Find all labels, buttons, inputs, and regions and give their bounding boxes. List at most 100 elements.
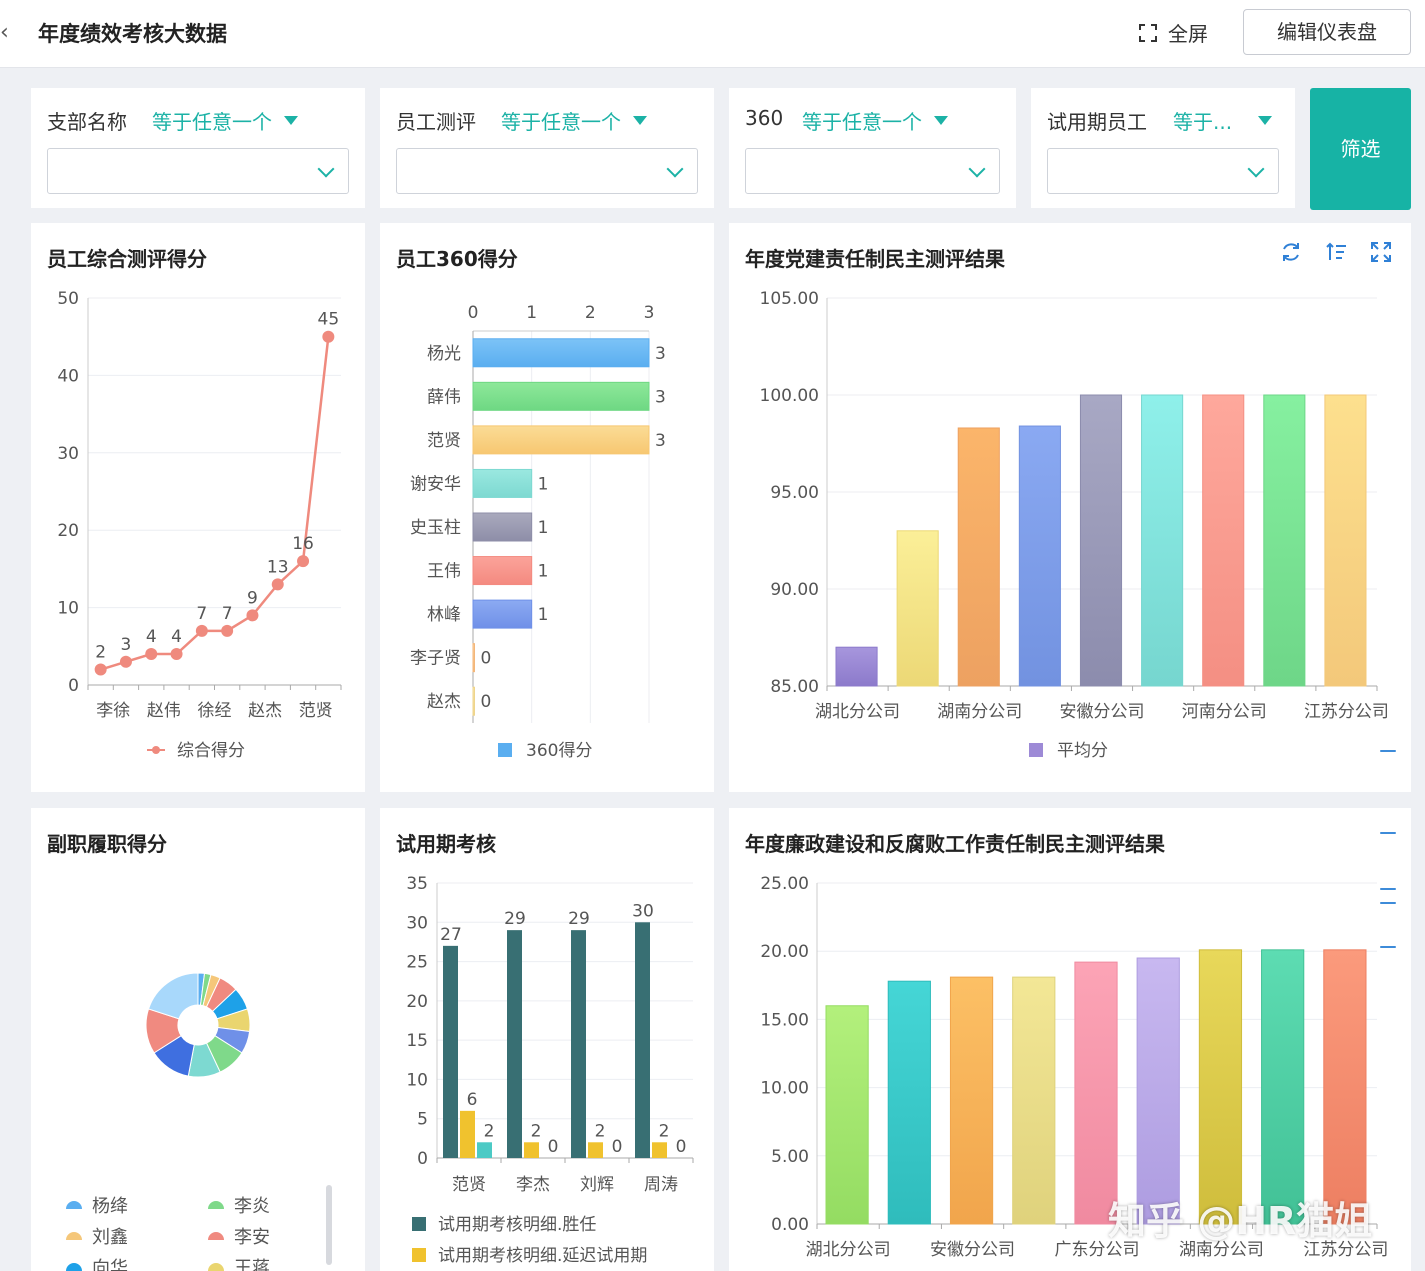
bar — [472, 599, 533, 629]
legend-swatch — [1029, 743, 1043, 757]
panel-title: 试用期考核 — [396, 832, 496, 856]
legend-marker — [152, 746, 160, 754]
x-tick-label: 刘辉 — [580, 1175, 614, 1195]
legend-label: 综合得分 — [177, 741, 245, 761]
legend-scrollbar[interactable] — [326, 1185, 332, 1265]
legend-item[interactable]: 刘鑫 — [66, 1223, 128, 1249]
y-tick-label: 5 — [417, 1110, 428, 1130]
filter-button[interactable]: 筛选 — [1310, 88, 1411, 210]
data-point — [271, 578, 284, 591]
refresh-icon[interactable] — [1279, 240, 1303, 264]
filter-value-select[interactable] — [745, 148, 1000, 194]
data-label: 30 — [632, 901, 654, 921]
data-label: 7 — [222, 604, 233, 624]
donut-slice — [147, 972, 199, 1020]
bar — [460, 1110, 475, 1158]
panel-title: 员工360得分 — [396, 247, 518, 271]
data-label: 29 — [568, 909, 590, 929]
bar — [472, 381, 650, 411]
fullscreen-button[interactable]: 全屏 — [1138, 18, 1208, 47]
y-tick-label: 薛伟 — [427, 387, 461, 407]
bar — [472, 643, 475, 673]
x-tick-label: 0 — [468, 303, 479, 323]
data-label: 3 — [121, 635, 132, 655]
legend-item[interactable]: 李炎 — [208, 1192, 270, 1218]
data-point — [94, 663, 107, 676]
bar — [825, 1005, 869, 1225]
x-tick-label: 湖北分公司 — [806, 1240, 891, 1260]
y-tick-label: 90.00 — [770, 580, 819, 600]
probation-bar-chart: 051015202530352762范贤2920李杰2920刘辉3020周涛试用… — [406, 874, 694, 1266]
caret-down-icon — [284, 116, 298, 125]
panel-title: 员工综合测评得分 — [47, 247, 207, 271]
y-tick-label: 10 — [57, 599, 79, 619]
y-tick-label: 王伟 — [427, 562, 461, 582]
bar — [571, 930, 586, 1158]
y-tick-label: 谢安华 — [410, 474, 461, 494]
y-tick-label: 15 — [406, 1031, 428, 1051]
x-tick-label: 河南分公司 — [1182, 702, 1267, 722]
data-point — [297, 555, 310, 568]
filter-value-select[interactable] — [396, 148, 698, 194]
data-label: 45 — [318, 310, 340, 330]
legend-item[interactable]: 杨绛 — [66, 1192, 128, 1218]
legend-item[interactable]: 李安 — [208, 1223, 270, 1249]
filter-operator-dropdown[interactable]: 等于任意一个 — [802, 106, 948, 135]
filter-value-select[interactable] — [47, 148, 349, 194]
integrity-bar-chart: 0.00 5.00 10.00 15.00 20.00 25.00 湖北分公司 安徽分公司 广东… — [760, 874, 1388, 1260]
chevron-down-icon — [1247, 160, 1265, 178]
data-label: 3 — [655, 387, 666, 407]
edit-dashboard-button[interactable]: 编辑仪表盘 — [1243, 9, 1411, 55]
legend-item[interactable]: 向华 — [66, 1254, 128, 1271]
x-tick-label: 1 — [526, 303, 537, 323]
expand-icon[interactable] — [1369, 240, 1393, 264]
data-label: 3 — [655, 344, 666, 364]
bar — [472, 425, 650, 455]
deputy-score-donut-chart — [145, 972, 251, 1078]
bar — [1018, 425, 1061, 687]
filter-label: 员工测评 — [396, 110, 476, 134]
x-tick-label: 徐经 — [198, 701, 232, 721]
y-tick-label: 10.00 — [760, 1079, 809, 1099]
x-tick-label: 安徽分公司 — [930, 1240, 1015, 1260]
data-label: 7 — [196, 604, 207, 624]
party-building-bar-chart: 85.00 90.00 95.00 100.00 105.00 湖北分公司 湖南分公司 安徽分… — [760, 289, 1389, 761]
legend-item[interactable]: 王蒋 — [208, 1254, 270, 1271]
filter-operator-dropdown[interactable]: 等于任意一个 — [152, 106, 298, 135]
data-label: 2 — [484, 1121, 495, 1141]
filter-label: 试用期员工 — [1047, 110, 1147, 134]
legend-swatch — [412, 1217, 426, 1231]
bar — [887, 980, 931, 1225]
data-point — [119, 655, 132, 668]
x-tick-label: 湖北分公司 — [815, 702, 900, 722]
chevron-down-icon — [968, 160, 986, 178]
y-tick-label: 0.00 — [771, 1215, 809, 1235]
data-point — [145, 648, 158, 661]
bar — [443, 945, 458, 1158]
bar — [472, 468, 533, 498]
legend-label: 360得分 — [526, 741, 592, 761]
y-tick-label: 30 — [406, 913, 428, 933]
sort-icon[interactable] — [1325, 240, 1349, 264]
bar — [524, 1142, 539, 1158]
filter-label: 支部名称 — [47, 110, 127, 134]
chevron-down-icon — [317, 160, 335, 178]
data-label: 1 — [538, 518, 549, 538]
chevron-left-icon[interactable]: ‹ — [0, 20, 9, 45]
bar — [1079, 394, 1123, 687]
filter-value-select[interactable] — [1047, 148, 1279, 194]
x-tick-label: 安徽分公司 — [1060, 702, 1145, 722]
y-tick-label: 105.00 — [760, 289, 819, 309]
bar — [472, 556, 533, 586]
filter-operator-dropdown[interactable]: 等于... — [1173, 106, 1273, 135]
bar — [635, 922, 650, 1158]
y-tick-label: 20 — [57, 521, 79, 541]
bar — [1012, 976, 1056, 1225]
filter-operator-dropdown[interactable]: 等于任意一个 — [501, 106, 647, 135]
y-tick-label: 100.00 — [760, 386, 819, 406]
filter-card-probation: 试用期员工 等于... — [1031, 88, 1295, 208]
y-tick-label: 赵杰 — [427, 692, 461, 712]
caret-down-icon — [1258, 116, 1273, 125]
x-tick-label: 范贤 — [452, 1175, 486, 1195]
bar — [949, 976, 994, 1225]
